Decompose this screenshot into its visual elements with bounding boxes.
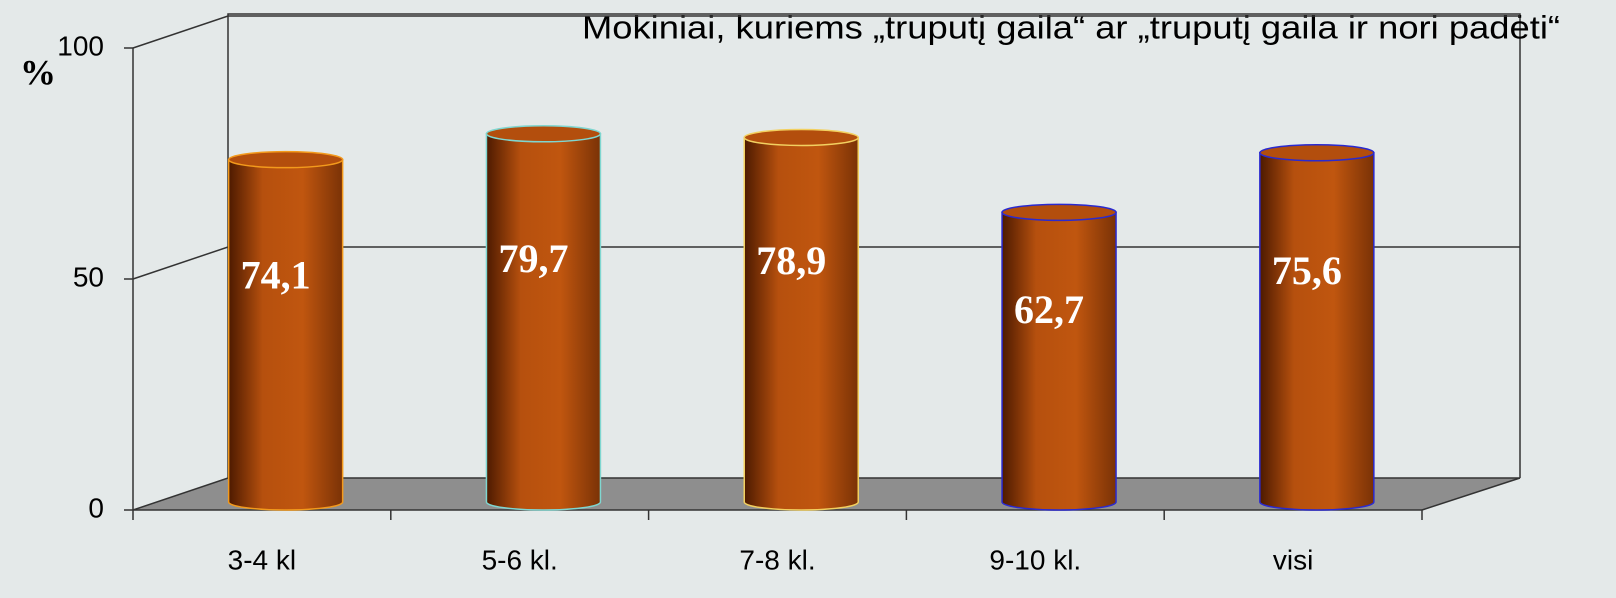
value-label: 79,7 <box>498 236 568 281</box>
grid-line <box>132 15 1520 49</box>
x-tick-label: 3-4 kl <box>228 544 296 575</box>
y-axis-label: % <box>20 52 56 92</box>
chart-title: Mokiniai, kuriems „truputį gaila“ ar „tr… <box>582 9 1560 45</box>
bar <box>227 158 344 511</box>
bar-top <box>1001 203 1117 222</box>
y-tick-label: 50 <box>73 261 104 292</box>
x-tick-label: 5-6 kl. <box>482 544 558 575</box>
bar-top <box>1259 143 1375 162</box>
value-label: 62,7 <box>1014 287 1084 332</box>
bar-top <box>227 150 344 169</box>
bar <box>485 133 602 511</box>
y-tick-label: 0 <box>88 492 104 523</box>
value-label: 75,6 <box>1272 248 1342 293</box>
value-label: 74,1 <box>241 253 311 298</box>
value-label: 78,9 <box>756 238 826 283</box>
bar-top <box>743 128 859 147</box>
x-tick-label: 9-10 kl. <box>989 544 1081 575</box>
x-tick-label: visi <box>1273 544 1313 575</box>
bar <box>1001 211 1117 511</box>
bar <box>743 136 859 511</box>
x-tick-label: 7-8 kl. <box>739 544 815 575</box>
y-tick-label: 100 <box>57 30 104 61</box>
bar <box>1259 151 1375 511</box>
floor-edge <box>1421 477 1521 511</box>
bar-top <box>485 125 602 143</box>
